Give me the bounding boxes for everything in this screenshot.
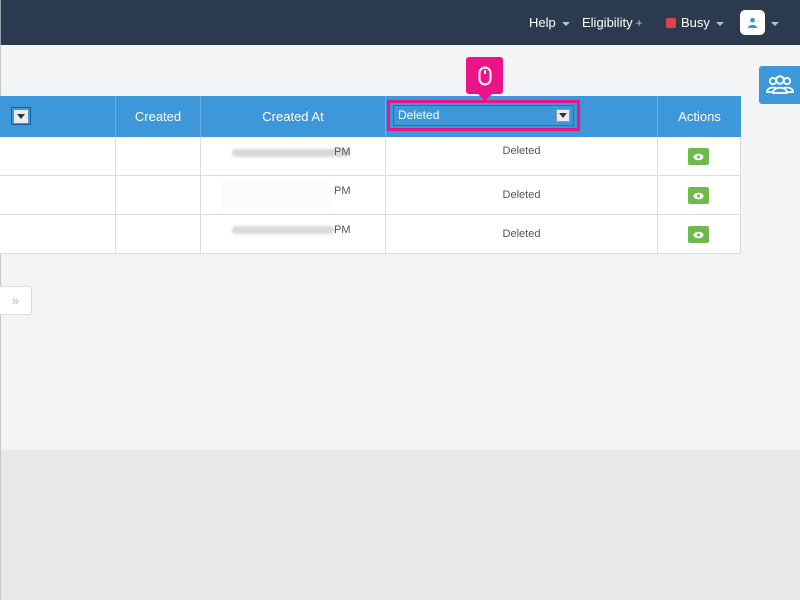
deleted-filter-dropdown[interactable]: Deleted (393, 105, 574, 126)
chevron-down-icon (715, 21, 724, 26)
chevron-down-icon (561, 21, 570, 26)
column-filter-dropdown[interactable] (11, 107, 31, 125)
user-icon (747, 17, 758, 28)
table-row: PM Deleted (0, 215, 741, 254)
double-chevron-right-icon: » (11, 293, 20, 308)
help-label: Help (529, 15, 556, 30)
view-button[interactable] (688, 226, 709, 243)
redacted-text (232, 149, 350, 157)
deleted-value: Deleted (502, 228, 541, 240)
column-header-actions: Actions (658, 96, 741, 137)
pager-next-button[interactable]: » (0, 286, 32, 315)
top-navbar: Help Eligibility + Busy (0, 0, 800, 45)
created-at-cell: PM (201, 176, 386, 214)
created-at-suffix: PM (334, 146, 351, 158)
users-group-icon (765, 75, 794, 94)
deleted-value: Deleted (502, 189, 541, 201)
eligibility-menu[interactable]: Eligibility + (582, 0, 643, 45)
deleted-cell: Deleted (386, 215, 658, 253)
redacted-text (221, 181, 331, 209)
created-at-suffix: PM (334, 224, 351, 236)
created-at-cell: PM (201, 215, 386, 253)
table-row: PM Deleted (0, 176, 741, 215)
footer-area (0, 450, 800, 600)
deleted-cell: Deleted (386, 176, 658, 214)
column-header-actions-label: Actions (678, 109, 721, 124)
plus-icon: + (635, 15, 643, 30)
status-menu[interactable]: Busy (666, 0, 724, 45)
status-indicator (666, 17, 676, 28)
user-menu[interactable] (740, 0, 779, 45)
column-header-created-at[interactable]: Created At (201, 96, 386, 137)
chevron-down-icon (17, 113, 25, 119)
click-indicator (466, 57, 503, 101)
deleted-cell: Deleted (386, 137, 658, 175)
contacts-side-tab[interactable] (759, 66, 800, 104)
click-highlight-box (387, 100, 580, 131)
eye-icon (693, 153, 704, 160)
deleted-value: Deleted (502, 145, 541, 157)
column-header-created[interactable]: Created (116, 96, 201, 137)
table-row: PM Deleted (0, 137, 741, 176)
chevron-down-icon (771, 21, 779, 26)
eye-icon (693, 192, 704, 199)
help-menu[interactable]: Help (529, 0, 570, 45)
column-header-created-label: Created (134, 109, 182, 124)
redacted-text (232, 226, 334, 234)
view-button[interactable] (688, 148, 709, 165)
eligibility-label: Eligibility (582, 15, 633, 30)
eye-icon (693, 231, 704, 238)
mouse-icon (478, 66, 491, 85)
column-header-created-at-label: Created At (262, 109, 324, 124)
deleted-filter-value: Deleted (398, 108, 440, 122)
avatar (740, 10, 765, 35)
chevron-down-icon (559, 113, 567, 118)
created-at-cell: PM (201, 137, 386, 175)
status-label: Busy (681, 15, 710, 30)
created-at-suffix: PM (334, 185, 351, 197)
view-button[interactable] (688, 187, 709, 204)
